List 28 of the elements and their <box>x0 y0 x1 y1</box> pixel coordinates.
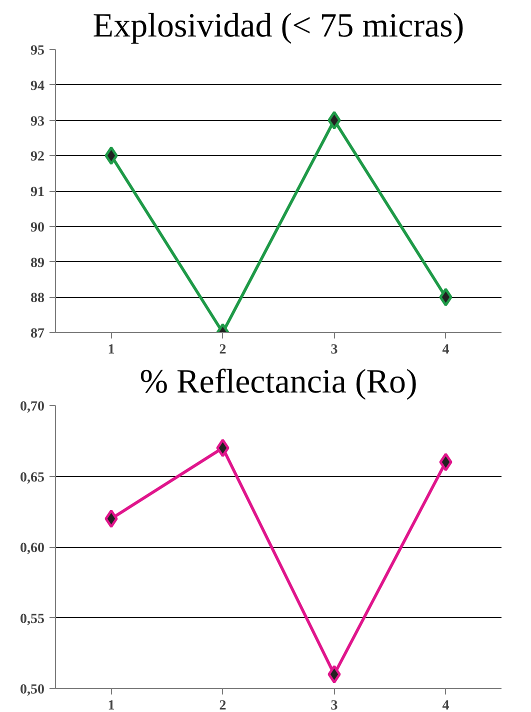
y-tick-label: 0,55 <box>20 612 44 627</box>
y-tick-label: 87 <box>30 326 44 342</box>
y-tick-label: 88 <box>30 291 44 306</box>
y-tick-label: 0,70 <box>20 400 44 414</box>
point <box>104 509 118 528</box>
x-tick-label: 1 <box>108 698 115 712</box>
y-tick-label: 89 <box>30 256 44 271</box>
y-tick-label: 0,60 <box>20 541 44 556</box>
x-tick-label: 3 <box>330 698 338 712</box>
x-tick-label: 2 <box>219 698 226 712</box>
y-tick-label: 93 <box>30 114 44 130</box>
x-tick-label: 4 <box>442 698 450 712</box>
y-tick-label: 95 <box>30 44 44 58</box>
y-tick-label: 92 <box>30 150 44 165</box>
y-tick-label: 91 <box>30 185 44 200</box>
point <box>439 452 452 472</box>
point <box>216 438 230 458</box>
y-tick-label: 0,50 <box>20 682 44 698</box>
y-tick-label: 94 <box>30 78 44 94</box>
y-tick-label: 0,65 <box>20 470 44 486</box>
point <box>328 665 341 684</box>
y-tick-label: 90 <box>30 220 44 236</box>
chart-title: % Reflectancia (Ro) <box>140 364 418 400</box>
x-tick-label: 3 <box>330 342 338 358</box>
x-tick-label: 1 <box>108 342 115 358</box>
x-tick-label: 2 <box>219 342 226 358</box>
x-tick-label: 4 <box>442 342 450 358</box>
chart-title: Explosividad (< 75 micras) <box>92 8 464 44</box>
